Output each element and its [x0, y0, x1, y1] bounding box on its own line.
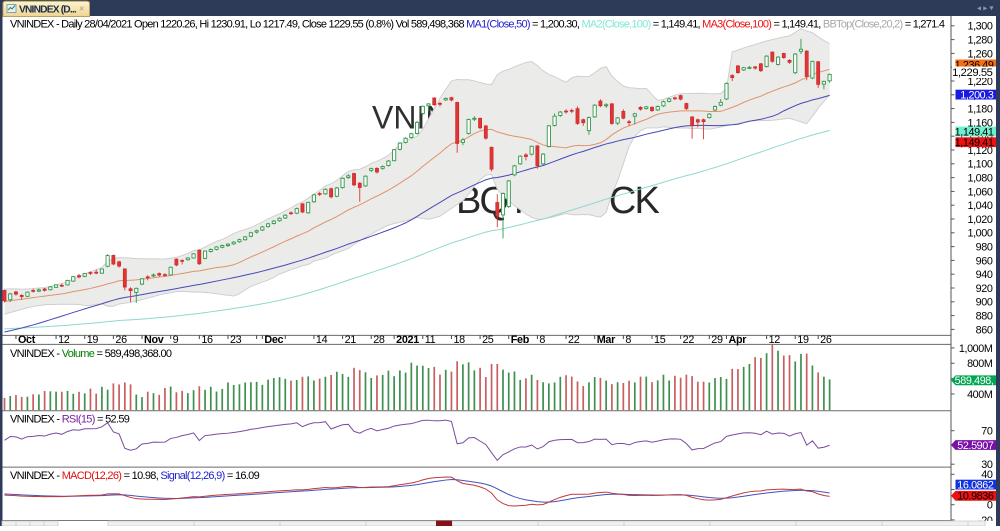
svg-text:25: 25 [482, 334, 494, 346]
svg-text:1,229.55: 1,229.55 [952, 67, 993, 79]
svg-text:1,020: 1,020 [967, 214, 992, 226]
svg-text:26: 26 [115, 334, 127, 346]
svg-text:26: 26 [820, 334, 832, 346]
svg-text:1,300: 1,300 [967, 21, 992, 33]
svg-text:900: 900 [976, 297, 993, 309]
svg-text:1,260: 1,260 [967, 48, 992, 60]
svg-text:21: 21 [345, 334, 357, 346]
svg-text:1,000M: 1,000M [959, 343, 993, 355]
svg-text:Dec: Dec [264, 334, 283, 346]
svg-text:52.5907: 52.5907 [957, 440, 994, 452]
svg-text:29: 29 [711, 334, 723, 346]
svg-text:0: 0 [987, 500, 993, 512]
svg-text:11: 11 [425, 334, 436, 346]
svg-text:1,200.3: 1,200.3 [960, 89, 994, 101]
svg-text:1,280: 1,280 [967, 34, 992, 46]
svg-text:28: 28 [373, 334, 385, 346]
svg-text:19: 19 [797, 334, 809, 346]
svg-text:14: 14 [316, 334, 328, 346]
svg-text:Nov: Nov [144, 334, 164, 346]
svg-text:19: 19 [87, 334, 99, 346]
svg-text:1,060: 1,060 [967, 186, 992, 198]
svg-text:VNINDEX - Volume = 589,498,368: VNINDEX - Volume = 589,498,368.00 [10, 348, 172, 360]
svg-text:8: 8 [539, 334, 545, 346]
svg-text:1,000: 1,000 [967, 228, 992, 240]
svg-text:9: 9 [173, 334, 179, 346]
svg-text:2021: 2021 [396, 334, 419, 346]
svg-text:589,498,: 589,498, [955, 375, 994, 387]
svg-text:22: 22 [568, 334, 580, 346]
svg-text:◂ ▸ ▾: ◂ ▸ ▾ [977, 4, 994, 13]
svg-text:30: 30 [981, 459, 993, 471]
svg-text:10.9836: 10.9836 [957, 491, 994, 503]
svg-text:980: 980 [976, 241, 993, 253]
svg-text:23: 23 [230, 334, 242, 346]
svg-text:16: 16 [201, 334, 213, 346]
svg-text:×: × [79, 4, 84, 14]
svg-text:VNINDEX - RSI(15) = 52.59: VNINDEX - RSI(15) = 52.59 [10, 414, 130, 426]
svg-text:860: 860 [976, 324, 993, 336]
svg-text:22: 22 [683, 334, 695, 346]
svg-text:40: 40 [981, 469, 993, 481]
svg-text:8: 8 [625, 334, 631, 346]
svg-text:1,040: 1,040 [967, 200, 992, 212]
svg-text:1,160: 1,160 [967, 117, 992, 129]
svg-text:12: 12 [769, 334, 781, 346]
svg-text:920: 920 [976, 283, 993, 295]
svg-text:Apr: Apr [728, 334, 747, 346]
svg-text:400M: 400M [967, 389, 993, 401]
svg-text:VNINDEX - MACD(12,26) = 10.98,: VNINDEX - MACD(12,26) = 10.98, Signal(12… [10, 470, 260, 482]
svg-text:1,149.41: 1,149.41 [955, 137, 994, 149]
svg-text:1,100: 1,100 [967, 159, 992, 171]
svg-text:70: 70 [981, 426, 993, 438]
svg-text:12: 12 [58, 334, 70, 346]
svg-text:Feb: Feb [511, 334, 530, 346]
svg-text:Oct: Oct [18, 334, 36, 346]
svg-text:800M: 800M [967, 358, 993, 370]
svg-text:16.0862: 16.0862 [957, 479, 994, 491]
svg-text:880: 880 [976, 310, 993, 322]
svg-text:1,149.41: 1,149.41 [955, 126, 994, 138]
svg-text:1,180: 1,180 [967, 103, 992, 115]
svg-text:1,220: 1,220 [967, 76, 992, 88]
svg-text:18: 18 [453, 334, 465, 346]
svg-text:960: 960 [976, 255, 993, 267]
svg-text:VNINDEX (D...: VNINDEX (D... [19, 5, 77, 16]
svg-text:VNINDEX - Daily 28/04/2021 Ope: VNINDEX - Daily 28/04/2021 Open 1220.26,… [10, 19, 945, 31]
svg-text:15: 15 [654, 334, 666, 346]
svg-text:1,080: 1,080 [967, 172, 992, 184]
svg-text:940: 940 [976, 269, 993, 281]
svg-text:Mar: Mar [597, 334, 616, 346]
svg-text:1,120: 1,120 [967, 145, 992, 157]
